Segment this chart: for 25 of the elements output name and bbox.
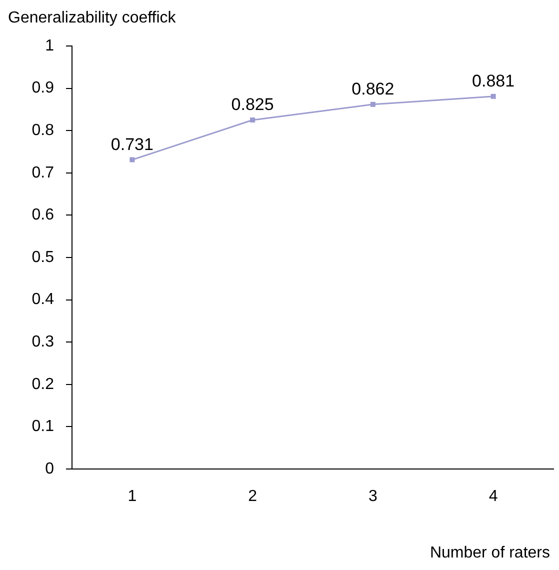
x-tick-label: 1 [128,488,137,506]
point [370,102,376,107]
point [130,157,135,162]
point [490,94,496,99]
data-label: 0.881 [472,72,515,91]
y-tick-label: 0.1 [32,418,54,436]
x-tick-label: 2 [248,488,258,506]
x-axis-title: Number of raters [430,544,550,562]
y-tick-label: 0.3 [32,334,54,351]
y-tick-label: 0.8 [32,122,54,140]
data-label: 0.731 [110,134,154,154]
y-axis-title: Generalizability coeffick [8,9,177,26]
y-tick-label: 0.4 [32,291,54,308]
data-label: 0.825 [231,95,274,114]
y-tick-label: 0 [45,460,54,478]
y-tick-label: 0.6 [32,206,54,224]
data-label: 0.862 [352,80,394,99]
x-tick-label: 4 [488,488,498,506]
x-tick-label: 3 [368,488,378,506]
y-tick-label: 0.5 [32,248,54,266]
y-tick-label: 0.9 [32,80,54,97]
point [250,118,256,123]
y-tick-label: 0.2 [32,376,54,393]
y-tick-label: 1 [45,37,54,54]
y-tick-label: 0.7 [32,164,54,182]
